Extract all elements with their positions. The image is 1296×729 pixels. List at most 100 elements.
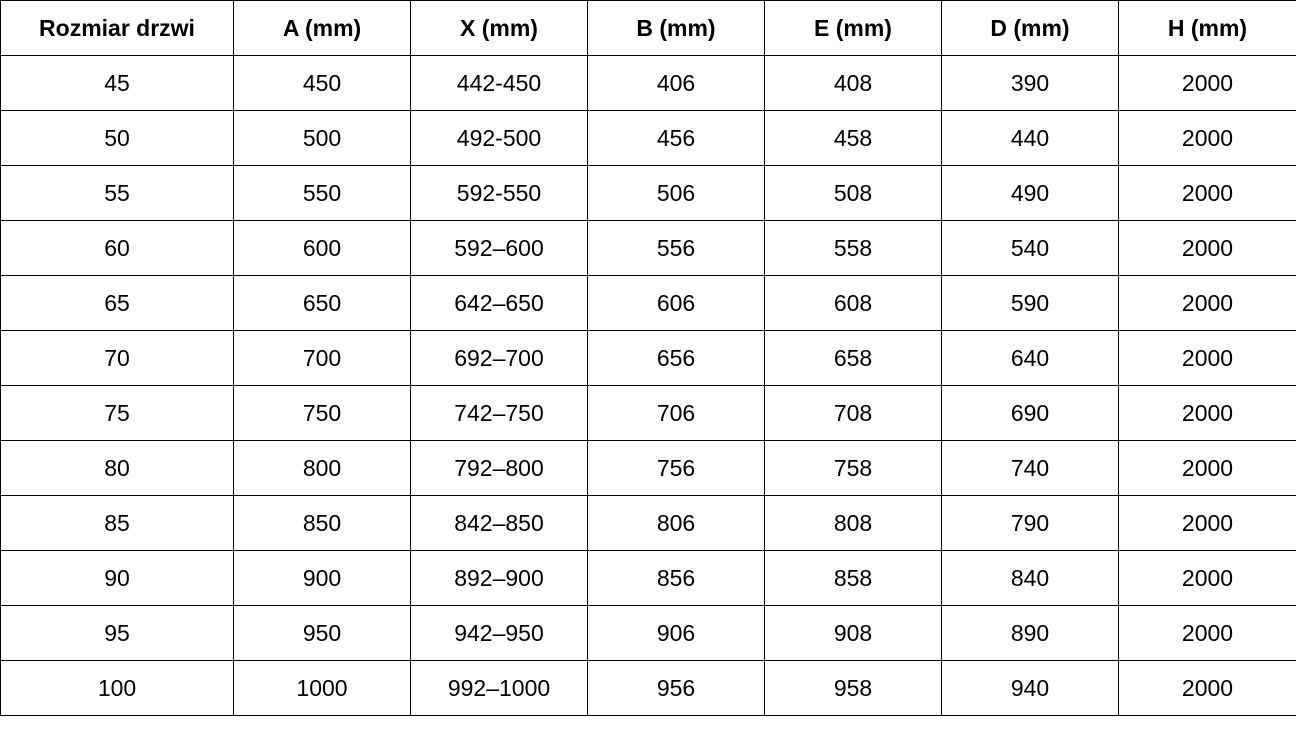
table-cell: 55 [0, 165, 234, 221]
table-cell: 740 [941, 440, 1119, 496]
table-cell: 742–750 [410, 385, 588, 441]
table-cell: 750 [233, 385, 411, 441]
table-cell: 892–900 [410, 550, 588, 606]
table-cell: 856 [587, 550, 765, 606]
table-row: 85 850 842–850 806 808 790 2000 [0, 495, 1296, 551]
table-cell: 650 [233, 275, 411, 331]
table-cell: 95 [0, 605, 234, 661]
table-cell: 608 [764, 275, 942, 331]
table-cell: 590 [941, 275, 1119, 331]
table-cell: 100 [0, 660, 234, 716]
table-cell: 656 [587, 330, 765, 386]
table-cell: 2000 [1118, 440, 1296, 496]
table-cell: 700 [233, 330, 411, 386]
table-row: 65 650 642–650 606 608 590 2000 [0, 275, 1296, 331]
table-cell: 80 [0, 440, 234, 496]
table-cell: 458 [764, 110, 942, 166]
table-cell: 758 [764, 440, 942, 496]
table-cell: 858 [764, 550, 942, 606]
table-cell: 550 [233, 165, 411, 221]
table-cell: 706 [587, 385, 765, 441]
table-cell: 50 [0, 110, 234, 166]
table-cell: 2000 [1118, 55, 1296, 111]
table-cell: 390 [941, 55, 1119, 111]
table-cell: 556 [587, 220, 765, 276]
table-row: 45 450 442-450 406 408 390 2000 [0, 55, 1296, 111]
table-cell: 592-550 [410, 165, 588, 221]
table-row: 80 800 792–800 756 758 740 2000 [0, 440, 1296, 496]
table-row: 75 750 742–750 706 708 690 2000 [0, 385, 1296, 441]
column-header: X (mm) [410, 0, 588, 56]
column-header: H (mm) [1118, 0, 1296, 56]
table-cell: 75 [0, 385, 234, 441]
table-cell: 906 [587, 605, 765, 661]
table-cell: 2000 [1118, 605, 1296, 661]
table-cell: 70 [0, 330, 234, 386]
table-cell: 642–650 [410, 275, 588, 331]
table-cell: 440 [941, 110, 1119, 166]
table-cell: 908 [764, 605, 942, 661]
table-cell: 492-500 [410, 110, 588, 166]
table-cell: 942–950 [410, 605, 588, 661]
table-cell: 900 [233, 550, 411, 606]
table-cell: 592–600 [410, 220, 588, 276]
table-row: 55 550 592-550 506 508 490 2000 [0, 165, 1296, 221]
column-header: A (mm) [233, 0, 411, 56]
table-cell: 890 [941, 605, 1119, 661]
table-row: 50 500 492-500 456 458 440 2000 [0, 110, 1296, 166]
header-row: Rozmiar drzwi A (mm) X (mm) B (mm) E (mm) D (… [0, 0, 1296, 56]
table-cell: 806 [587, 495, 765, 551]
table-cell: 65 [0, 275, 234, 331]
table-cell: 85 [0, 495, 234, 551]
table-row: 70 700 692–700 656 658 640 2000 [0, 330, 1296, 386]
table-cell: 2000 [1118, 495, 1296, 551]
table-cell: 792–800 [410, 440, 588, 496]
table-cell: 2000 [1118, 330, 1296, 386]
column-header: Rozmiar drzwi [0, 0, 234, 56]
table-cell: 840 [941, 550, 1119, 606]
table-cell: 1000 [233, 660, 411, 716]
table-cell: 540 [941, 220, 1119, 276]
table-cell: 2000 [1118, 275, 1296, 331]
table-cell: 2000 [1118, 165, 1296, 221]
table-row: 100 1000 992–1000 956 958 940 2000 [0, 660, 1296, 716]
table-cell: 850 [233, 495, 411, 551]
table-cell: 2000 [1118, 110, 1296, 166]
table-cell: 958 [764, 660, 942, 716]
table-row: 60 600 592–600 556 558 540 2000 [0, 220, 1296, 276]
table-cell: 600 [233, 220, 411, 276]
column-header: D (mm) [941, 0, 1119, 56]
table-cell: 490 [941, 165, 1119, 221]
table-cell: 692–700 [410, 330, 588, 386]
table-cell: 45 [0, 55, 234, 111]
table-cell: 406 [587, 55, 765, 111]
column-header: B (mm) [587, 0, 765, 56]
column-header: E (mm) [764, 0, 942, 56]
table-cell: 408 [764, 55, 942, 111]
table-cell: 956 [587, 660, 765, 716]
table-cell: 2000 [1118, 220, 1296, 276]
table-cell: 950 [233, 605, 411, 661]
table-cell: 506 [587, 165, 765, 221]
table-cell: 640 [941, 330, 1119, 386]
table-cell: 442-450 [410, 55, 588, 111]
table-cell: 2000 [1118, 550, 1296, 606]
table-cell: 690 [941, 385, 1119, 441]
table-cell: 90 [0, 550, 234, 606]
table-cell: 756 [587, 440, 765, 496]
table-cell: 508 [764, 165, 942, 221]
table-cell: 606 [587, 275, 765, 331]
table-cell: 940 [941, 660, 1119, 716]
table-cell: 500 [233, 110, 411, 166]
table-cell: 2000 [1118, 660, 1296, 716]
table-cell: 450 [233, 55, 411, 111]
table-cell: 800 [233, 440, 411, 496]
table-cell: 808 [764, 495, 942, 551]
table-cell: 992–1000 [410, 660, 588, 716]
table-cell: 60 [0, 220, 234, 276]
table-cell: 790 [941, 495, 1119, 551]
table-cell: 658 [764, 330, 942, 386]
table-cell: 2000 [1118, 385, 1296, 441]
table-cell: 456 [587, 110, 765, 166]
